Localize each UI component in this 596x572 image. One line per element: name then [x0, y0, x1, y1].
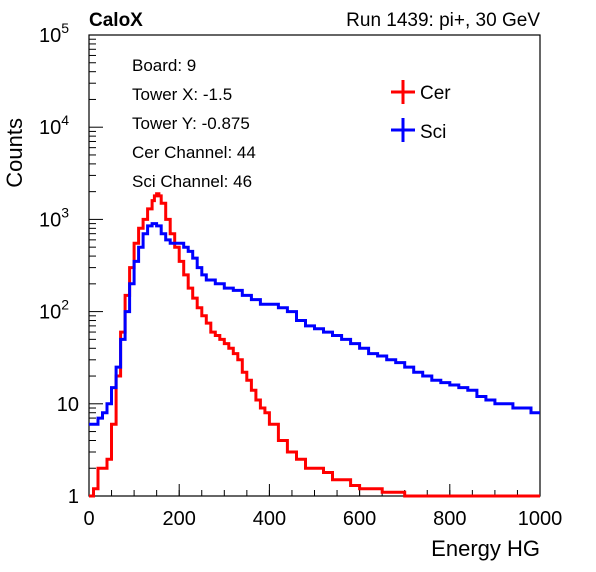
y-tick-label: 105: [39, 20, 69, 47]
legend-sci-label: Sci: [420, 122, 446, 143]
x-tick-label: 1000: [518, 508, 563, 530]
info-box-background: [110, 45, 360, 205]
x-tick-label: 400: [253, 508, 286, 530]
info-box: Board: 9 Tower X: -1.5 Tower Y: -0.875 C…: [110, 45, 360, 205]
y-tick-label: 102: [39, 297, 69, 324]
series-line-sci: [89, 222, 540, 426]
info-tower-x: Tower X: -1.5: [132, 85, 232, 104]
x-axis-label: Energy HG: [431, 536, 540, 561]
legend: Cer Sci: [391, 80, 451, 143]
series-line-cer: [89, 192, 540, 498]
experiment-title: CaloX: [89, 10, 143, 31]
x-tick-label: 800: [433, 508, 466, 530]
x-tick-label: 600: [343, 508, 376, 530]
y-axis-label: Counts: [2, 118, 27, 188]
legend-sci-marker: [391, 118, 415, 142]
y-tick-label: 1: [68, 486, 79, 508]
info-board: Board: 9: [132, 56, 196, 75]
legend-cer-marker: [391, 80, 415, 104]
series-layer: [89, 192, 540, 498]
y-tick-label: 104: [39, 112, 69, 139]
info-cer-channel: Cer Channel: 44: [132, 143, 256, 162]
y-tick-label: 103: [39, 204, 69, 231]
x-tick-label: 0: [83, 508, 94, 530]
legend-cer-label: Cer: [420, 83, 451, 104]
axis-ticks: 0 200 400 600 800 1000 1 10 102 103 104 105: [39, 20, 562, 530]
info-tower-y: Tower Y: -0.875: [132, 114, 250, 133]
info-sci-channel: Sci Channel: 46: [132, 172, 252, 191]
x-tick-label: 200: [163, 508, 196, 530]
y-tick-label: 10: [57, 394, 79, 416]
run-info: Run 1439: pi+, 30 GeV: [346, 10, 540, 31]
